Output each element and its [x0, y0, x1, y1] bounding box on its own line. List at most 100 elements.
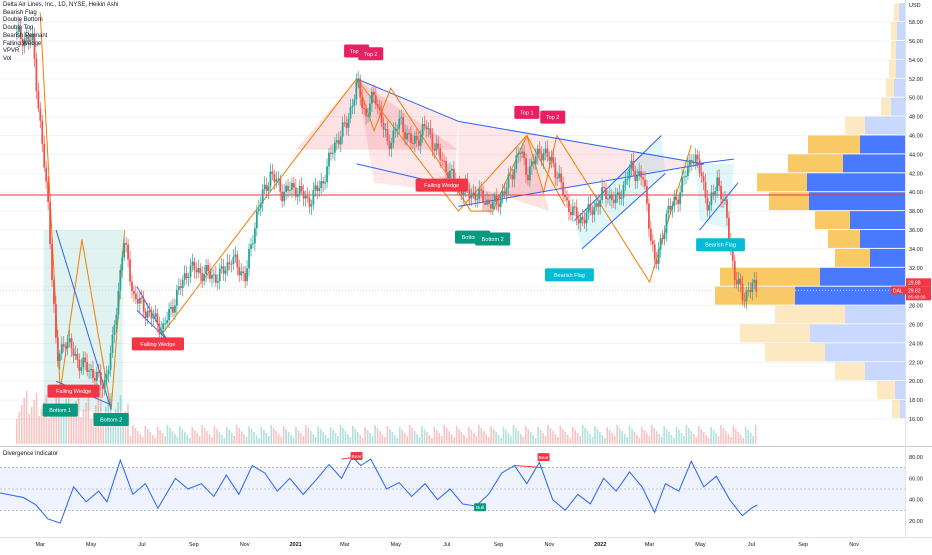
price-tick-label: 46.00: [909, 134, 923, 140]
volume-bar: [749, 433, 752, 444]
volume-bar: [732, 426, 735, 444]
volume-bar: [67, 392, 70, 444]
candle-body: [207, 265, 209, 272]
candle-body: [263, 184, 266, 190]
volume-bar: [366, 430, 369, 444]
volume-bar: [132, 425, 134, 444]
candle-body: [218, 268, 221, 282]
candle-body: [160, 329, 163, 335]
volume-bar: [342, 428, 344, 444]
volume-bar: [337, 436, 339, 444]
volume-bar: [354, 429, 357, 444]
volume-bar: [697, 426, 700, 444]
candle-body: [694, 154, 697, 163]
candle-body: [386, 129, 389, 142]
candle-body: [597, 203, 600, 207]
candle-body: [23, 38, 26, 47]
volume-bar: [633, 432, 636, 444]
volume-bar: [203, 428, 206, 444]
candle-body: [94, 377, 96, 381]
candle-body: [589, 203, 592, 211]
volume-bar: [114, 409, 117, 444]
volume-bar: [292, 438, 295, 444]
divergence-label-text: Bear: [538, 455, 549, 461]
candle-body: [333, 142, 336, 153]
volume-bar: [591, 437, 594, 444]
volume-bar: [305, 425, 307, 444]
legend-item[interactable]: Bearish Pennant: [3, 32, 48, 39]
legend-item[interactable]: VPVR: [3, 48, 20, 55]
candle-body: [355, 81, 358, 100]
price-tick-label: 20.00: [909, 379, 923, 385]
candle-body: [577, 219, 580, 224]
volume-bar: [693, 434, 695, 444]
volume-bar: [359, 435, 362, 444]
volume-bar: [566, 435, 569, 444]
volume-bar: [613, 436, 616, 444]
candle-body: [685, 176, 687, 178]
candle-body: [109, 352, 112, 370]
candle-body: [402, 117, 405, 133]
legend-title[interactable]: Delta Air Lines, Inc., 1D, NYSE, Heikin …: [3, 2, 119, 8]
candle-body: [66, 342, 69, 349]
volume-bar: [562, 429, 564, 444]
volume-bar: [695, 437, 698, 444]
divergence-label-box: [350, 452, 363, 460]
candle-body: [115, 314, 118, 326]
pattern-label-text: Falling Wedge: [56, 389, 91, 395]
volume-bar: [492, 429, 495, 444]
candle-body: [482, 190, 485, 204]
bearish-pennant-area: [458, 121, 704, 207]
candle-body: [35, 58, 38, 92]
candle-body: [566, 197, 568, 201]
candle-body: [687, 165, 689, 177]
candle-body: [626, 179, 629, 181]
oscillator-tick-label: 80.00: [909, 455, 923, 461]
pattern-label: Top 1: [514, 105, 540, 119]
candle-body: [300, 185, 303, 192]
volume-bar: [524, 426, 527, 444]
candle-body: [197, 267, 200, 273]
pattern-label: Falling Wedge: [131, 337, 185, 351]
candle-body: [472, 192, 475, 195]
volume-profile-up-bar: [865, 116, 905, 135]
candle-body: [179, 286, 182, 289]
volume-bar: [188, 438, 191, 444]
candle-body: [669, 205, 672, 210]
candle-body: [99, 371, 102, 385]
legend-item[interactable]: Falling Wedge: [3, 40, 42, 47]
volume-bar: [722, 428, 725, 444]
volume-bar: [191, 427, 194, 444]
volume-bar: [310, 431, 312, 444]
volume-bar: [537, 427, 539, 444]
divergence-label-text: Bull: [476, 505, 484, 511]
volume-bar: [396, 438, 399, 444]
volume-bar: [707, 438, 710, 444]
candle-body: [298, 185, 301, 194]
pennant-upper: [458, 120, 704, 165]
candle-body: [523, 151, 525, 159]
candle-body: [148, 310, 151, 312]
candle-body: [636, 175, 639, 182]
candle-body: [372, 91, 375, 96]
high-value-text: 29.88: [908, 280, 921, 286]
legend-item[interactable]: Double Top: [3, 25, 34, 32]
legend-item[interactable]: Vol: [3, 55, 12, 62]
volume-bar: [92, 412, 95, 444]
candles: [16, 20, 758, 398]
candle-body: [425, 126, 428, 130]
candle-body: [573, 206, 576, 208]
candle-body: [341, 122, 344, 137]
legend-item[interactable]: Bearish Flag: [3, 9, 37, 16]
volume-bar: [295, 427, 297, 444]
pattern-label-box: [475, 232, 511, 246]
legend-item[interactable]: Double Bottom: [3, 17, 43, 24]
candle-body: [675, 197, 678, 200]
candle-body: [749, 290, 752, 292]
volume-bar: [690, 431, 693, 444]
volume-bar: [28, 414, 30, 444]
candle-body: [382, 123, 385, 130]
candle-body: [384, 129, 387, 131]
candle-body: [287, 185, 289, 191]
